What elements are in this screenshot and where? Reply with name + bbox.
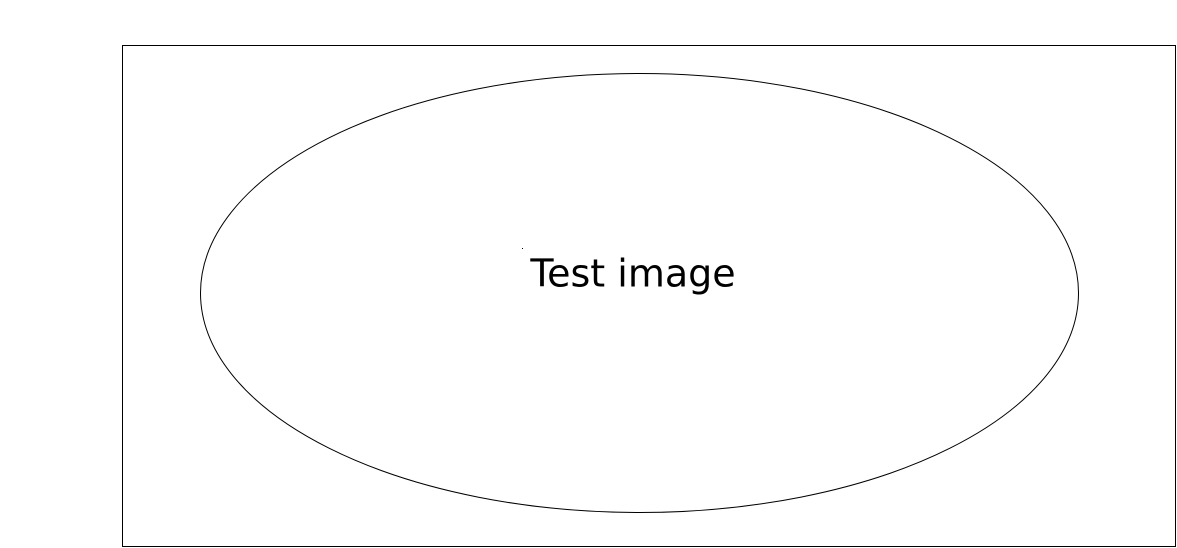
frame-rectangle [122, 45, 1176, 547]
center-ellipse [200, 73, 1079, 513]
stray-dot [522, 248, 523, 249]
diagram-label: Test image [529, 252, 735, 296]
